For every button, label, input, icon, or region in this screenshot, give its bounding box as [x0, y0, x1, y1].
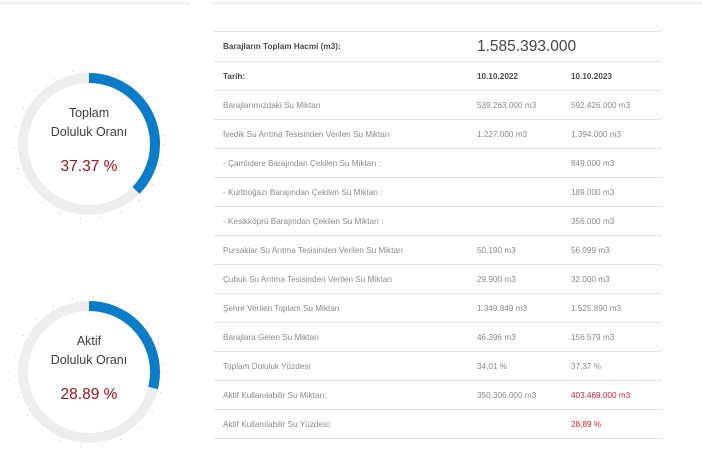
row-value-2022: 46.396 m3 — [471, 322, 567, 352]
table-row: - Çamlıdere Barajından Çekilen Su Miktar… — [214, 148, 662, 178]
dam-status-table: Barajların Toplam Hacmi (m3): 1.585.393.… — [214, 31, 662, 439]
row-label: Pursaklar Su Arıtma Tesisinden Verilen S… — [214, 235, 471, 265]
row-value-2022 — [471, 409, 567, 439]
row-value-2022: 29.900 m3 — [471, 264, 567, 294]
row-value-2022: 50.190 m3 — [471, 235, 567, 265]
row-label: Barajlarımızdaki Su Miktarı — [214, 90, 471, 120]
total-volume-row: Barajların Toplam Hacmi (m3): 1.585.393.… — [214, 31, 662, 62]
total-fill-title-line1: Toplam — [68, 106, 110, 120]
table-row: Toplam Doluluk Yüzdesi 34,01 % 37,37 % — [214, 351, 662, 381]
row-label: - Kesikköprü Barajından Çekilen Su Mikta… — [214, 206, 471, 236]
top-divider — [0, 0, 702, 6]
active-fill-title: Aktif Doluluk Oranı — [11, 332, 167, 370]
row-label: Şehre Verilen Toplam Su Miktarı — [214, 293, 471, 323]
row-value-2023: 56.099 m3 — [567, 235, 662, 265]
table-row: Barajlara Gelen Su Miktarı 46.396 m3 156.5… — [214, 322, 662, 352]
total-fill-gauge: Toplam Doluluk Oranı 37.37 % — [11, 66, 167, 222]
table-row: Çubuk Su Arıtma Tesisinden Verilen Su Mi… — [214, 264, 662, 294]
row-value-2022: 1.349.849 m3 — [471, 293, 567, 323]
row-value-2022: 34,01 % — [471, 351, 567, 381]
table-row: Aktif Kullanılabilir Su Miktarı: 350.306.… — [214, 380, 662, 410]
row-label: İvedik Su Arıtma Tesisinden Verilen Su M… — [214, 119, 471, 149]
date-row: Tarih: 10.10.2022 10.10.2023 — [214, 61, 662, 91]
row-label: Toplam Doluluk Yüzdesi — [214, 351, 471, 381]
row-value-2023: 37,37 % — [567, 351, 662, 381]
row-value-2022: 539.263.000 m3 — [471, 90, 567, 120]
table-row: Pursaklar Su Arıtma Tesisinden Verilen S… — [214, 235, 662, 265]
active-fill-title-line2: Doluluk Oranı — [50, 353, 128, 367]
row-value-2022 — [471, 148, 567, 178]
total-fill-ring — [13, 68, 165, 220]
table-row: İvedik Su Arıtma Tesisinden Verilen Su M… — [214, 119, 662, 149]
table-row: - Kurtboğazı Barajından Çekilen Su Mikta… — [214, 177, 662, 207]
date-2022: 10.10.2022 — [471, 61, 567, 91]
row-value-2022: 350.306.000 m3 — [471, 380, 567, 410]
row-label: - Kurtboğazı Barajından Çekilen Su Mikta… — [214, 177, 471, 207]
row-value-2023: 189.000 m3 — [567, 177, 662, 207]
active-fill-title-line1: Aktif — [76, 334, 102, 348]
active-fill-ring — [13, 296, 165, 448]
row-value-2023: 1.394.000 m3 — [567, 119, 662, 149]
date-label: Tarih: — [214, 61, 471, 91]
row-value-2023: 1.525.890 m3 — [567, 293, 662, 323]
total-volume-label: Barajların Toplam Hacmi (m3): — [214, 31, 471, 62]
row-value-2023: 356.000 m3 — [567, 206, 662, 236]
total-fill-value: 37.37 % — [60, 158, 118, 175]
row-value-2023: 32.000 m3 — [567, 264, 662, 294]
row-value-2022 — [471, 177, 567, 207]
row-value-2023: 156.579 m3 — [567, 322, 662, 352]
table-row: - Kesikköprü Barajından Çekilen Su Mikta… — [214, 206, 662, 236]
row-value-2022 — [471, 206, 567, 236]
date-2023: 10.10.2023 — [567, 61, 662, 91]
row-label: Çubuk Su Arıtma Tesisinden Verilen Su Mi… — [214, 264, 471, 294]
table-row: Aktif Kullanılabilir Su Yüzdesi: 28,89 % — [214, 409, 662, 439]
table-row: Şehre Verilen Toplam Su Miktarı 1.349.849… — [214, 293, 662, 323]
active-fill-value: 28.89 % — [60, 386, 118, 403]
row-label: - Çamlıdere Barajından Çekilen Su Miktar… — [214, 148, 471, 178]
active-fill-arc — [18, 301, 160, 443]
row-value-2023: 28,89 % — [567, 409, 662, 439]
row-value-2023: 403.469.000 m3 — [567, 380, 662, 410]
row-label: Aktif Kullanılabilir Su Yüzdesi: — [214, 409, 471, 439]
row-value-2023: 849.000 m3 — [567, 148, 662, 178]
row-label: Barajlara Gelen Su Miktarı — [214, 322, 471, 352]
total-volume-value: 1.585.393.000 — [471, 31, 662, 62]
active-fill-gauge: Aktif Doluluk Oranı 28.89 % — [11, 294, 167, 450]
row-label: Aktif Kullanılabilir Su Miktarı: — [214, 380, 471, 410]
table-row: Barajlarımızdaki Su Miktarı 539.263.000 m… — [214, 90, 662, 120]
row-value-2023: 592.426.000 m3 — [567, 90, 662, 120]
total-fill-arc — [18, 73, 160, 215]
total-fill-title-line2: Doluluk Oranı — [50, 125, 128, 139]
total-fill-title: Toplam Doluluk Oranı — [11, 104, 167, 142]
row-value-2022: 1.227.000 m3 — [471, 119, 567, 149]
